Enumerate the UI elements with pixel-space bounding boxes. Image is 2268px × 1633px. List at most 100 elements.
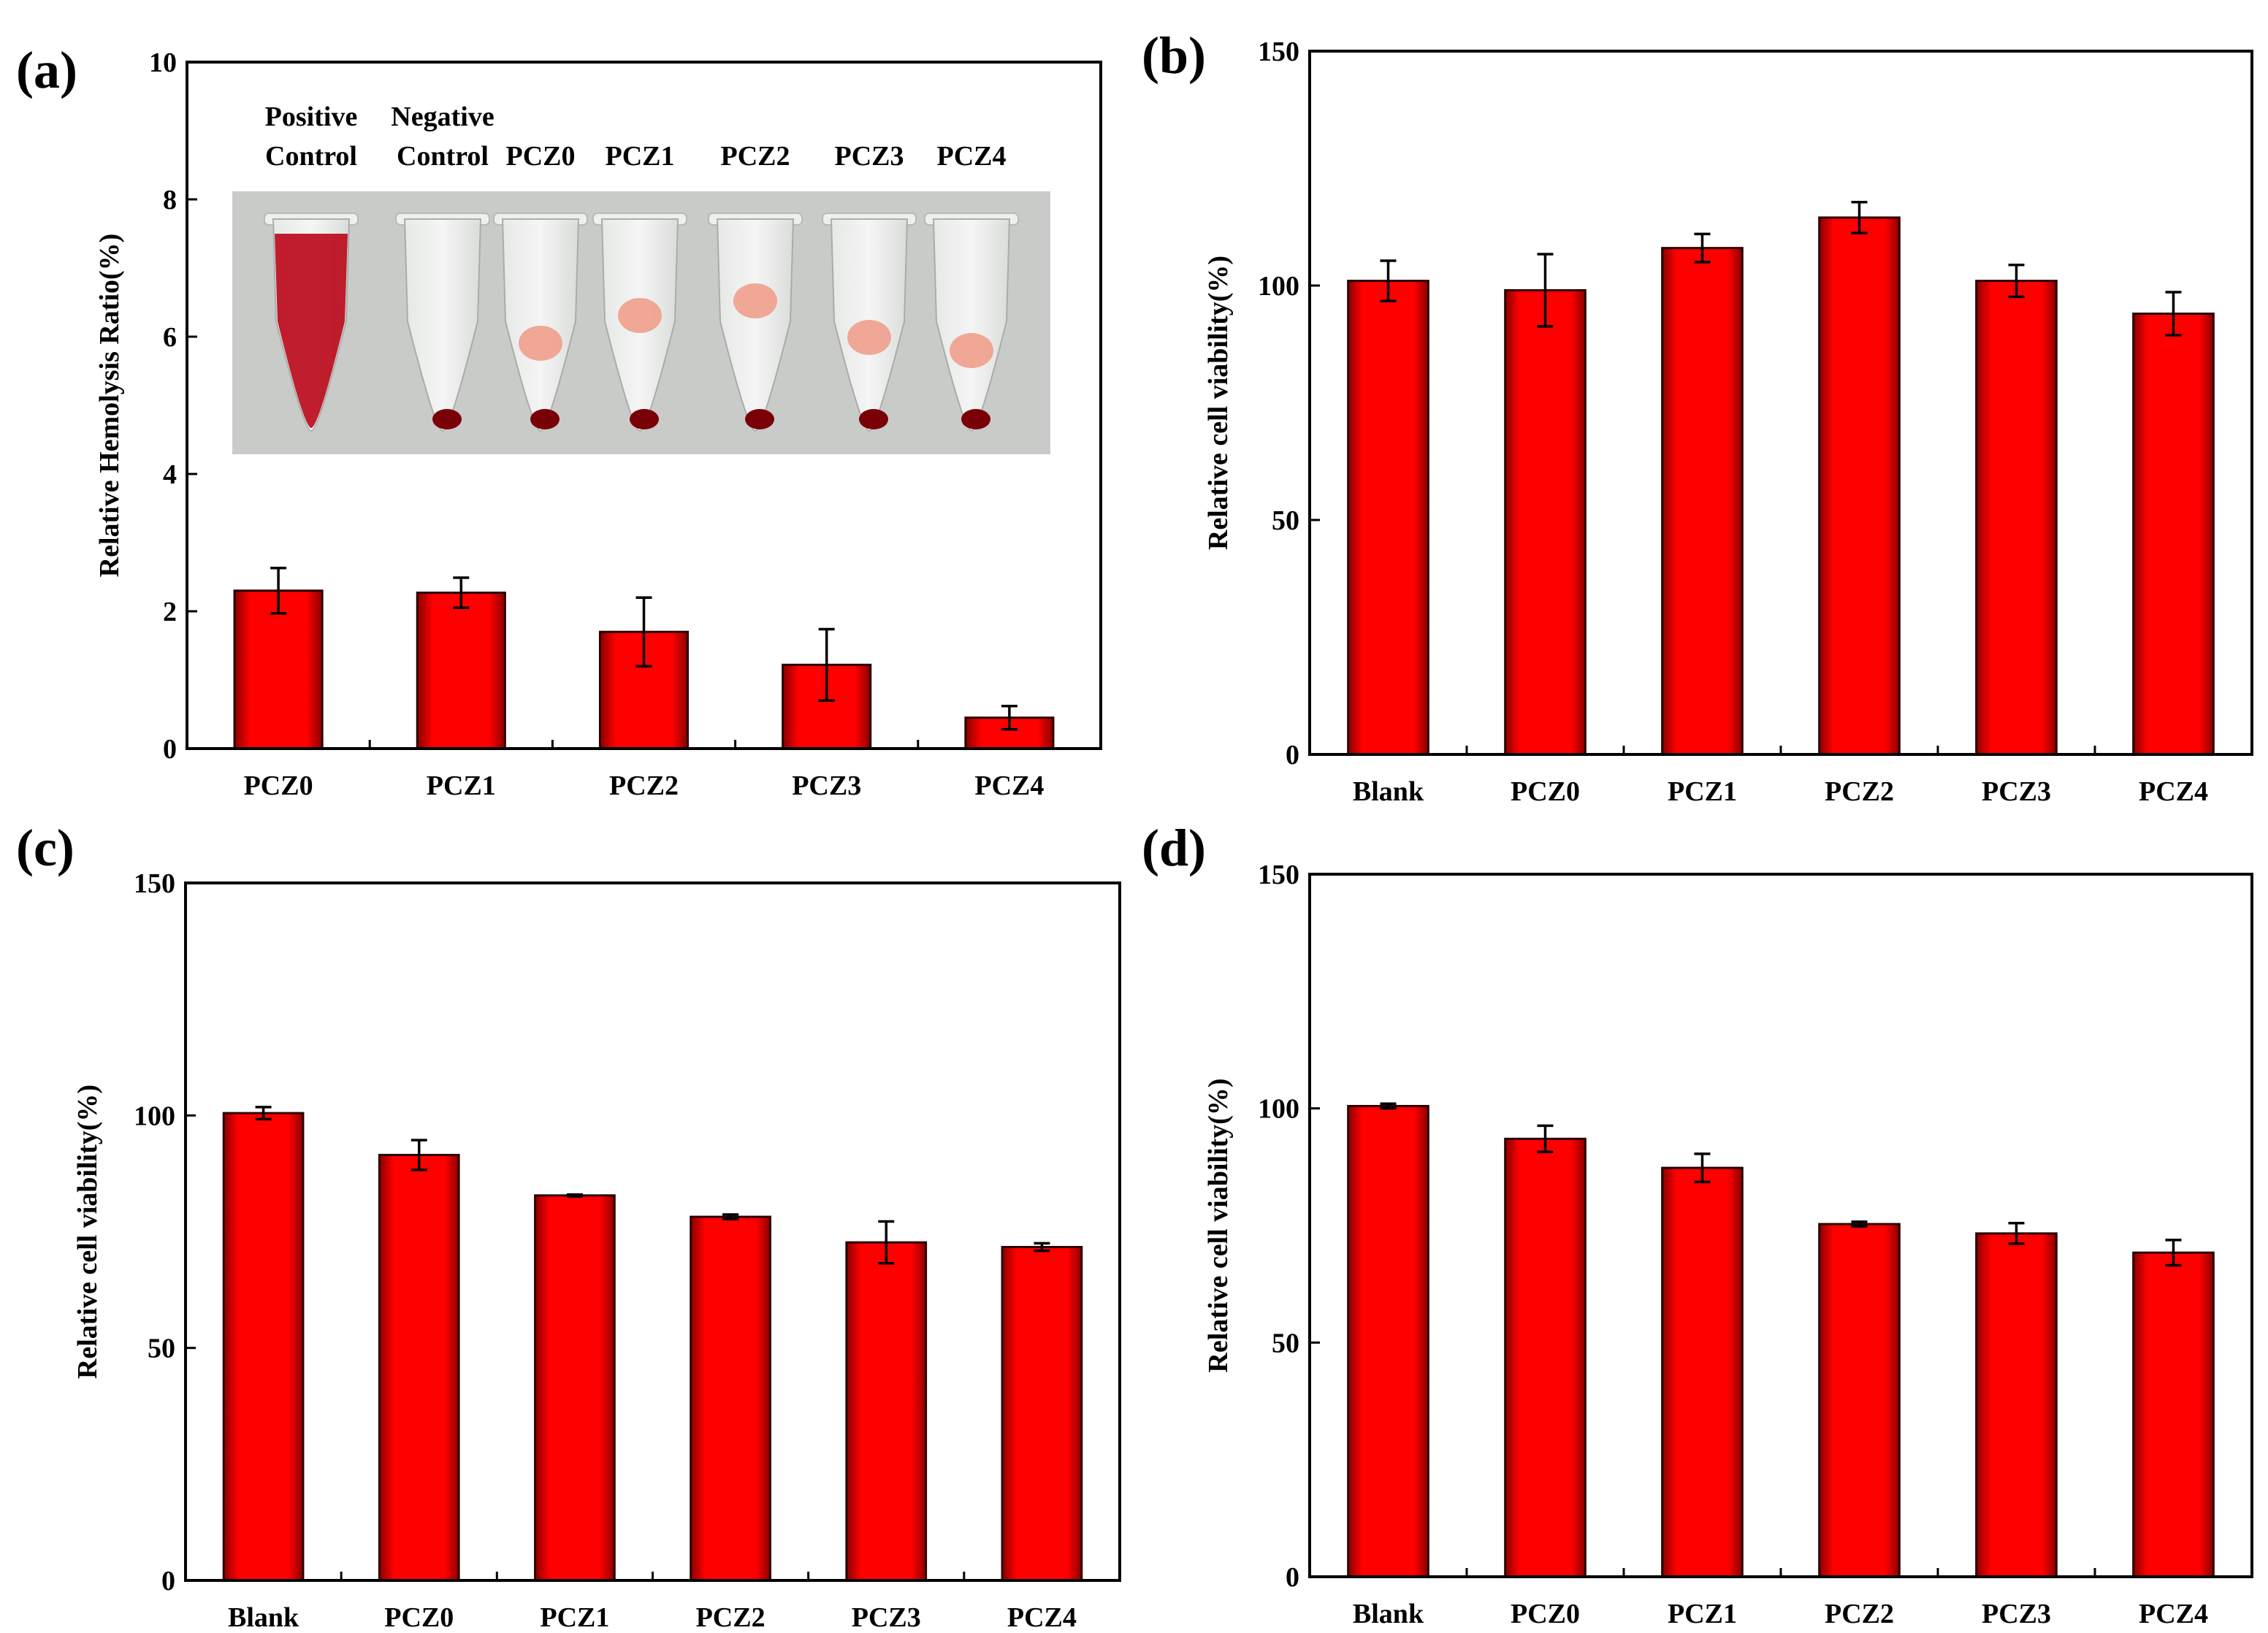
panel-d-viability-chart: (d) Blank PCZ0 PCZ1 PCZ2 PCZ3 PCZ4 0 50 100 150 Rel… <box>1142 819 2253 1629</box>
bar-blank <box>222 1112 305 1582</box>
cell-pellet <box>630 409 659 429</box>
x-tick-label-pcz0: PCZ0 <box>244 770 313 801</box>
x-tick-label-pcz4: PCZ4 <box>1007 1602 1077 1633</box>
y-tick-label: 0 <box>163 734 177 765</box>
y-tick-label: 150 <box>134 868 175 899</box>
material-sample <box>618 298 662 333</box>
error-bar-pcz1 <box>1694 232 1711 264</box>
panel-a-hemolysis-chart: (a) PCZ0 PCZ1 PCZ2 PCZ3 PCZ4 0 2 4 6 8 10 Relative H… <box>16 41 1102 801</box>
x-tick-label-blank: Blank <box>228 1602 299 1633</box>
y-tick-label: 150 <box>1258 860 1299 890</box>
cell-pellet <box>530 409 560 429</box>
x-tick-label-pcz3: PCZ3 <box>792 770 861 801</box>
x-tick-label-pcz4: PCZ4 <box>974 770 1044 801</box>
y-tick-label: 10 <box>149 47 177 78</box>
y-tick-label: 2 <box>163 597 177 627</box>
tube <box>932 218 1011 432</box>
x-tick-label-pcz0: PCZ0 <box>384 1602 454 1633</box>
plot-frame <box>1308 873 2253 1578</box>
cell-pellet <box>961 409 990 429</box>
material-sample <box>950 333 993 368</box>
panel-label: (d) <box>1142 819 1206 877</box>
inset-label-line2: PCZ4 <box>937 141 1007 172</box>
inset-label-line2: PCZ0 <box>506 141 576 172</box>
material-sample <box>733 283 777 318</box>
error-bar-pcz0 <box>1537 253 1554 328</box>
tube <box>716 218 795 432</box>
inset-label-line2: PCZ2 <box>721 141 790 172</box>
error-bar-pcz1 <box>453 576 470 610</box>
inset-label-line2: PCZ1 <box>606 141 675 172</box>
error-bar-pcz3 <box>878 1220 895 1265</box>
error-bar-pcz4 <box>1034 1242 1050 1253</box>
error-bar-pcz4 <box>1001 704 1017 731</box>
error-bar-pcz2 <box>1851 1220 1868 1228</box>
x-tick-label-pcz3: PCZ3 <box>1982 776 2051 807</box>
x-tick-label-pcz0: PCZ0 <box>1511 1599 1580 1629</box>
panel-label: (c) <box>16 819 75 877</box>
cell-pellet <box>859 409 888 429</box>
inset-label-line2: Control <box>397 141 489 172</box>
x-tick-label-pcz3: PCZ3 <box>852 1602 921 1633</box>
plot-frame <box>1308 50 2253 756</box>
lysed-blood-fill <box>275 234 348 428</box>
error-bar-pcz1 <box>566 1193 583 1198</box>
material-sample <box>847 320 891 355</box>
error-bar-pcz4 <box>2165 1239 2182 1267</box>
bar-blank <box>1347 1104 1429 1578</box>
y-tick-label: 150 <box>1258 37 1299 67</box>
x-tick-label-pcz1: PCZ1 <box>1668 1599 1737 1629</box>
bar-pcz0 <box>1504 288 1587 756</box>
bar-pcz0 <box>1504 1137 1587 1578</box>
error-bar-pcz0 <box>270 567 287 615</box>
y-tick-label: 8 <box>163 185 177 215</box>
error-bar-blank <box>1380 1102 1397 1110</box>
bar-pcz1 <box>1661 1166 1744 1578</box>
x-tick-label-pcz1: PCZ1 <box>1668 776 1737 807</box>
x-tick-label-blank: Blank <box>1353 1599 1424 1629</box>
y-axis-title: Relative cell viability(%) <box>1203 256 1234 550</box>
y-tick-label: 100 <box>1258 1094 1299 1125</box>
error-bar-pcz3 <box>2008 1222 2025 1245</box>
bar-pcz4 <box>2132 1251 2215 1578</box>
panel-label: (a) <box>16 41 77 99</box>
bar-pcz3 <box>845 1241 928 1582</box>
panel-c-viability-chart: (c) Blank PCZ0 PCZ1 PCZ2 PCZ3 PCZ4 0 50 100 150 Rel… <box>16 819 1121 1633</box>
y-tick-label: 0 <box>1286 740 1299 770</box>
bar-pcz1 <box>416 592 506 750</box>
bar-pcz2 <box>690 1215 771 1582</box>
y-tick-label: 50 <box>148 1334 175 1364</box>
x-tick-label-pcz2: PCZ2 <box>696 1602 765 1633</box>
error-bar-pcz4 <box>2165 291 2182 337</box>
y-tick-label: 4 <box>163 459 177 490</box>
x-tick-label-pcz0: PCZ0 <box>1511 776 1580 807</box>
bar-pcz4 <box>1001 1246 1083 1582</box>
bar-pcz3 <box>1975 280 2058 756</box>
plot-frame <box>184 881 1121 1582</box>
error-bar-pcz0 <box>1537 1124 1554 1154</box>
y-axis-title: Relative cell viability(%) <box>72 1085 103 1379</box>
y-axis-title: Relative Hemolysis Ratio(%) <box>94 234 125 578</box>
error-bar-blank <box>1380 259 1397 302</box>
bar-pcz0 <box>233 589 324 750</box>
cell-pellet <box>745 409 774 429</box>
panel-label: (b) <box>1142 26 1206 85</box>
inset-label-line1: Positive <box>265 102 358 132</box>
x-tick-label-pcz2: PCZ2 <box>1825 1599 1894 1629</box>
y-tick-label: 6 <box>163 322 177 353</box>
bar-pcz3 <box>1975 1232 2058 1578</box>
y-tick-label: 0 <box>1286 1562 1299 1593</box>
error-bar-pcz2 <box>1851 200 1868 234</box>
error-bar-blank <box>255 1106 272 1121</box>
error-bar-pcz3 <box>2008 264 2025 299</box>
x-tick-label-pcz3: PCZ3 <box>1982 1599 2051 1629</box>
error-bar-pcz2 <box>722 1213 739 1221</box>
plot-frame <box>186 61 1102 750</box>
tube <box>501 218 580 432</box>
x-tick-label-pcz1: PCZ1 <box>427 770 496 801</box>
x-tick-label-pcz2: PCZ2 <box>1825 776 1894 807</box>
y-tick-label: 0 <box>161 1566 175 1596</box>
inset-label-line2: Control <box>265 141 357 172</box>
x-tick-label-blank: Blank <box>1353 776 1424 807</box>
